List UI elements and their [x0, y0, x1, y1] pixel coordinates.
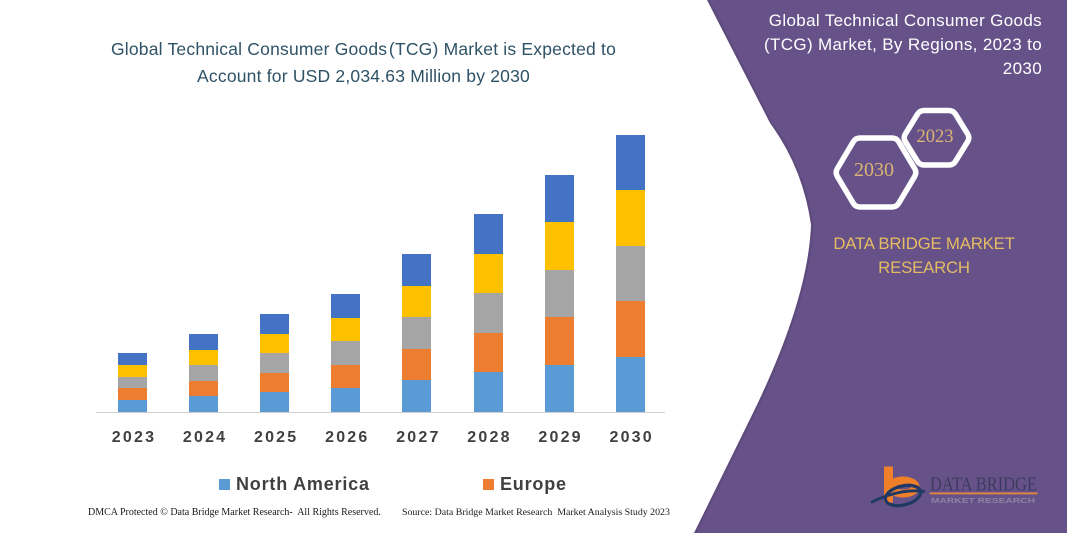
svg-text:DATA BRIDGE: DATA BRIDGE	[930, 474, 1037, 496]
svg-text:MARKET RESEARCH: MARKET RESEARCH	[931, 498, 1035, 505]
